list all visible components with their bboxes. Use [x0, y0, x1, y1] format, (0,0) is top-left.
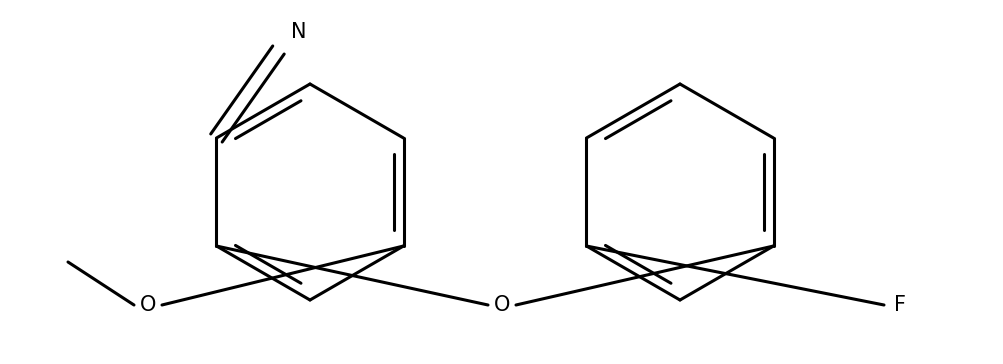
Text: F: F — [893, 295, 905, 315]
Text: N: N — [291, 22, 306, 42]
Text: O: O — [139, 295, 156, 315]
Text: O: O — [493, 295, 510, 315]
